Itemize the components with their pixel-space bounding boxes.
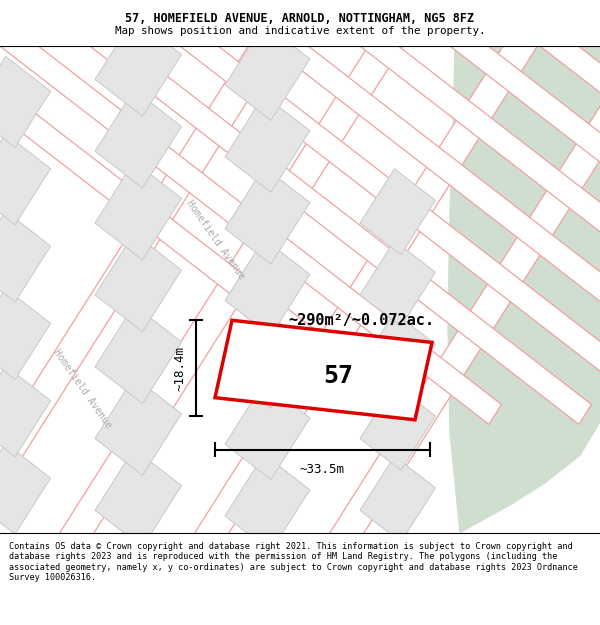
Polygon shape [95, 233, 182, 332]
Polygon shape [225, 23, 310, 121]
Polygon shape [360, 312, 436, 398]
Polygon shape [60, 0, 484, 550]
Polygon shape [0, 56, 50, 148]
Text: 57, HOMEFIELD AVENUE, ARNOLD, NOTTINGHAM, NG5 8FZ: 57, HOMEFIELD AVENUE, ARNOLD, NOTTINGHAM… [125, 11, 475, 24]
Text: Map shows position and indicative extent of the property.: Map shows position and indicative extent… [115, 26, 485, 36]
Polygon shape [0, 24, 502, 424]
Polygon shape [0, 24, 412, 424]
Polygon shape [330, 0, 600, 550]
Text: Homefield Avenue: Homefield Avenue [184, 198, 246, 281]
Polygon shape [95, 377, 182, 476]
Polygon shape [195, 0, 600, 550]
Polygon shape [225, 167, 310, 264]
Polygon shape [0, 211, 50, 302]
Polygon shape [225, 95, 310, 192]
Text: ~33.5m: ~33.5m [300, 463, 345, 476]
Text: ~290m²/~0.072ac.: ~290m²/~0.072ac. [288, 314, 434, 329]
Polygon shape [448, 46, 600, 532]
Polygon shape [225, 454, 310, 551]
Polygon shape [225, 311, 310, 408]
Text: ~18.4m: ~18.4m [173, 346, 186, 391]
Polygon shape [360, 241, 436, 327]
Polygon shape [0, 289, 50, 379]
Text: Homefield Avenue: Homefield Avenue [51, 348, 113, 430]
Polygon shape [0, 0, 364, 550]
Text: 57: 57 [323, 364, 353, 388]
Polygon shape [360, 456, 436, 542]
Text: Contains OS data © Crown copyright and database right 2021. This information is : Contains OS data © Crown copyright and d… [9, 542, 578, 582]
Polygon shape [538, 24, 600, 424]
Polygon shape [95, 89, 182, 188]
Polygon shape [95, 449, 182, 547]
Polygon shape [358, 24, 600, 424]
Polygon shape [268, 24, 600, 424]
Polygon shape [0, 366, 50, 457]
Polygon shape [88, 24, 592, 424]
Polygon shape [215, 321, 432, 420]
Polygon shape [225, 382, 310, 479]
Polygon shape [95, 161, 182, 260]
Polygon shape [448, 24, 600, 424]
Polygon shape [360, 169, 436, 255]
Polygon shape [178, 24, 600, 424]
Polygon shape [0, 443, 50, 534]
Polygon shape [360, 384, 436, 470]
Polygon shape [0, 134, 50, 225]
Polygon shape [95, 18, 182, 116]
Polygon shape [225, 239, 310, 336]
Polygon shape [95, 305, 182, 404]
